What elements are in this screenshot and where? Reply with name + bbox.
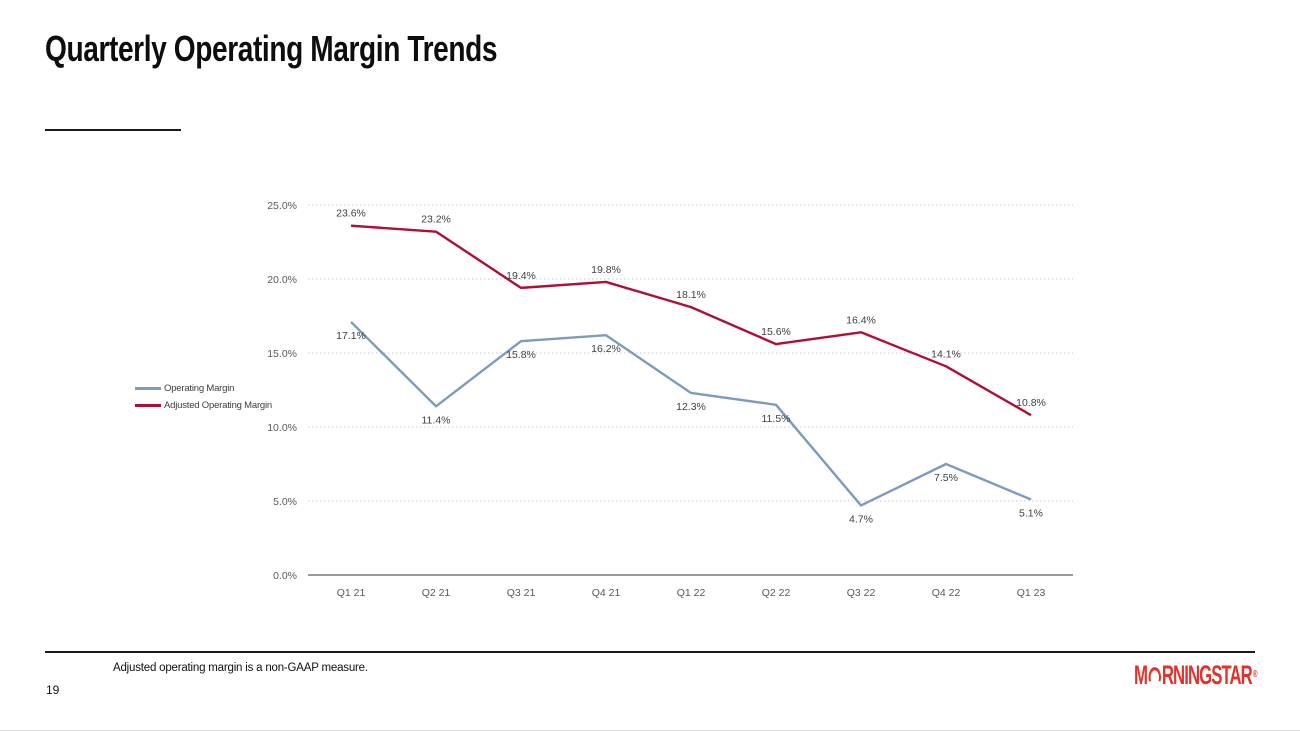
title-divider <box>45 129 181 131</box>
svg-text:Q1 21: Q1 21 <box>337 587 366 599</box>
svg-text:17.1%: 17.1% <box>336 330 366 342</box>
svg-text:16.2%: 16.2% <box>591 343 621 355</box>
chart-legend: Operating Margin Adjusted Operating Marg… <box>135 382 272 411</box>
legend-label-operating-margin: Operating Margin <box>164 382 235 394</box>
logo-text-suffix: RNINGSTAR <box>1161 660 1253 690</box>
svg-text:23.2%: 23.2% <box>421 214 451 226</box>
svg-text:15.6%: 15.6% <box>761 326 791 338</box>
svg-text:4.7%: 4.7% <box>849 513 873 525</box>
svg-text:7.5%: 7.5% <box>934 472 958 484</box>
svg-text:Q4 21: Q4 21 <box>592 587 621 599</box>
svg-text:5.0%: 5.0% <box>273 496 297 508</box>
footnote: Adjusted operating margin is a non-GAAP … <box>113 662 368 674</box>
svg-text:19.8%: 19.8% <box>591 264 621 276</box>
svg-text:11.4%: 11.4% <box>422 414 451 426</box>
svg-text:5.1%: 5.1% <box>1019 508 1043 520</box>
svg-text:0.0%: 0.0% <box>273 570 297 582</box>
legend-swatch-adjusted-operating-margin <box>135 403 161 407</box>
svg-text:Q4 22: Q4 22 <box>932 587 961 599</box>
svg-text:19.4%: 19.4% <box>506 270 536 282</box>
svg-text:Q2 21: Q2 21 <box>422 587 451 599</box>
legend-item-operating-margin: Operating Margin <box>135 382 272 394</box>
morningstar-arc-icon <box>1148 666 1161 682</box>
svg-text:15.8%: 15.8% <box>506 349 536 361</box>
svg-text:18.1%: 18.1% <box>676 289 706 301</box>
svg-text:11.5%: 11.5% <box>762 413 791 425</box>
svg-text:Q3 22: Q3 22 <box>847 587 876 599</box>
svg-text:10.0%: 10.0% <box>267 422 297 434</box>
svg-text:Q1 22: Q1 22 <box>677 587 706 599</box>
legend-item-adjusted-operating-margin: Adjusted Operating Margin <box>135 399 272 411</box>
svg-text:Q1 23: Q1 23 <box>1017 587 1046 599</box>
registered-trademark-icon: ® <box>1253 669 1258 680</box>
svg-text:12.3%: 12.3% <box>676 401 706 413</box>
line-chart: 0.0% 5.0% 10.0% 15.0% 20.0% 25.0% Q1 21 Q2 21 Q3… <box>267 200 1073 599</box>
svg-text:14.1%: 14.1% <box>931 348 961 360</box>
svg-text:10.8%: 10.8% <box>1016 397 1046 409</box>
footer-divider <box>45 651 1255 653</box>
logo-text-prefix: M <box>1134 660 1148 690</box>
page-number: 19 <box>46 683 60 697</box>
svg-text:15.0%: 15.0% <box>267 348 297 360</box>
svg-text:23.6%: 23.6% <box>336 208 366 220</box>
svg-text:Q3 21: Q3 21 <box>507 587 536 599</box>
page-title: Quarterly Operating Margin Trends <box>45 28 498 69</box>
svg-text:25.0%: 25.0% <box>267 200 297 212</box>
legend-label-adjusted-operating-margin: Adjusted Operating Margin <box>164 399 273 411</box>
legend-swatch-operating-margin <box>135 386 161 390</box>
svg-text:Q2 22: Q2 22 <box>762 587 791 599</box>
svg-text:20.0%: 20.0% <box>267 274 297 286</box>
svg-text:16.4%: 16.4% <box>846 314 876 326</box>
morningstar-logo: M RNINGSTAR ® <box>1134 662 1258 689</box>
